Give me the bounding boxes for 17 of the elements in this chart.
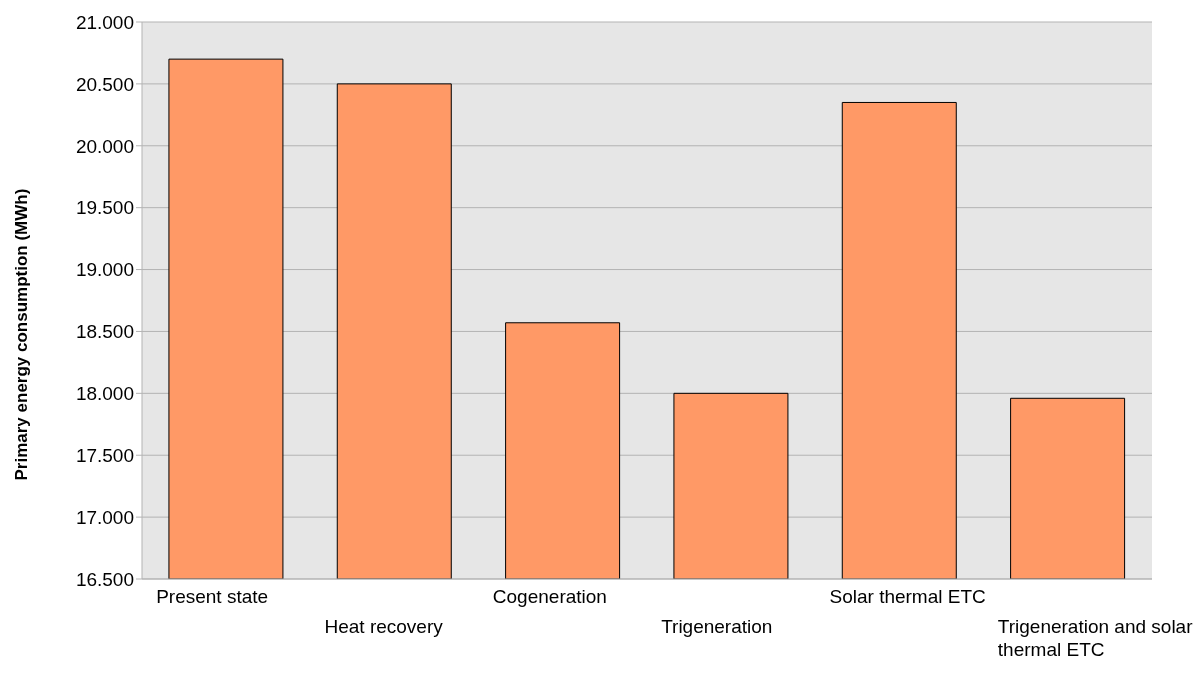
- x-tick-label: Heat recovery: [324, 616, 444, 637]
- y-tick-label: 19.500: [75, 197, 134, 219]
- y-axis-title: Primary energy consumption (MWh): [12, 188, 32, 481]
- x-tick-label: Present state: [156, 586, 269, 607]
- y-tick-label: 17.500: [75, 444, 134, 466]
- y-tick-label: 20.000: [75, 135, 134, 157]
- y-tick-label: 20.500: [75, 73, 134, 95]
- x-tick-label: Solar thermal ETC: [829, 586, 986, 607]
- y-tick-label: 21.000: [75, 11, 134, 33]
- x-tick-label: Trigeneration and solar thermal ETC: [997, 616, 1194, 660]
- y-tick-label: 18.000: [75, 383, 134, 405]
- y-tick-label: 16.500: [75, 568, 134, 590]
- y-tick-label: 18.500: [75, 321, 134, 343]
- x-tick-label: Cogeneration: [492, 586, 607, 607]
- y-tick-label: 17.000: [75, 506, 134, 528]
- x-tick-label: Trigeneration: [661, 616, 773, 637]
- y-tick-label: 19.000: [75, 259, 134, 281]
